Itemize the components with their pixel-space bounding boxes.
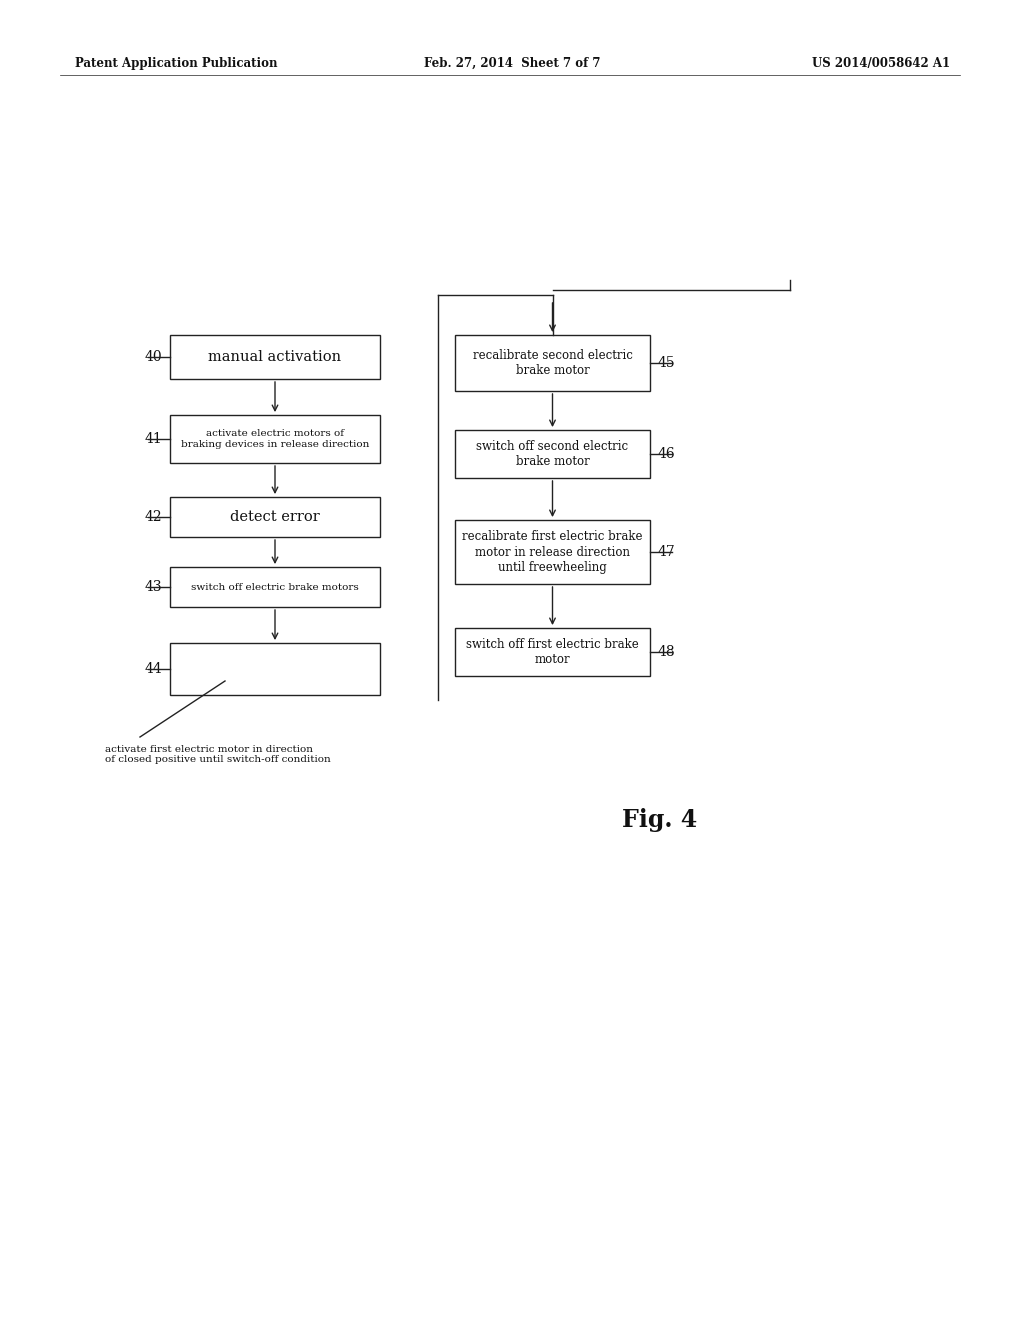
Bar xyxy=(455,628,650,676)
Bar xyxy=(455,520,650,583)
Text: switch off electric brake motors: switch off electric brake motors xyxy=(191,582,358,591)
Text: Patent Application Publication: Patent Application Publication xyxy=(75,57,278,70)
Text: recalibrate first electric brake
motor in release direction
until freewheeling: recalibrate first electric brake motor i… xyxy=(462,531,643,573)
Text: switch off second electric
brake motor: switch off second electric brake motor xyxy=(476,440,629,469)
Bar xyxy=(455,430,650,478)
Text: 46: 46 xyxy=(658,447,676,461)
Bar xyxy=(170,568,380,607)
Text: detect error: detect error xyxy=(230,510,319,524)
Bar xyxy=(170,414,380,463)
Text: 45: 45 xyxy=(658,356,676,370)
Text: 42: 42 xyxy=(144,510,162,524)
Text: Feb. 27, 2014  Sheet 7 of 7: Feb. 27, 2014 Sheet 7 of 7 xyxy=(424,57,600,70)
Text: 44: 44 xyxy=(144,663,162,676)
Text: manual activation: manual activation xyxy=(209,350,342,364)
Text: activate first electric motor in direction
of closed positive until switch-off c: activate first electric motor in directi… xyxy=(105,744,331,764)
Bar xyxy=(170,643,380,696)
Text: 43: 43 xyxy=(144,579,162,594)
Text: 41: 41 xyxy=(144,432,162,446)
Bar xyxy=(170,498,380,537)
Bar xyxy=(455,335,650,391)
Text: Fig. 4: Fig. 4 xyxy=(623,808,697,832)
Text: switch off first electric brake
motor: switch off first electric brake motor xyxy=(466,638,639,667)
Text: activate electric motors of
braking devices in release direction: activate electric motors of braking devi… xyxy=(181,429,370,449)
Text: 48: 48 xyxy=(658,645,676,659)
Bar xyxy=(170,335,380,379)
Text: 40: 40 xyxy=(144,350,162,364)
Text: recalibrate second electric
brake motor: recalibrate second electric brake motor xyxy=(472,348,633,378)
Text: 47: 47 xyxy=(658,545,676,558)
Text: US 2014/0058642 A1: US 2014/0058642 A1 xyxy=(812,57,950,70)
